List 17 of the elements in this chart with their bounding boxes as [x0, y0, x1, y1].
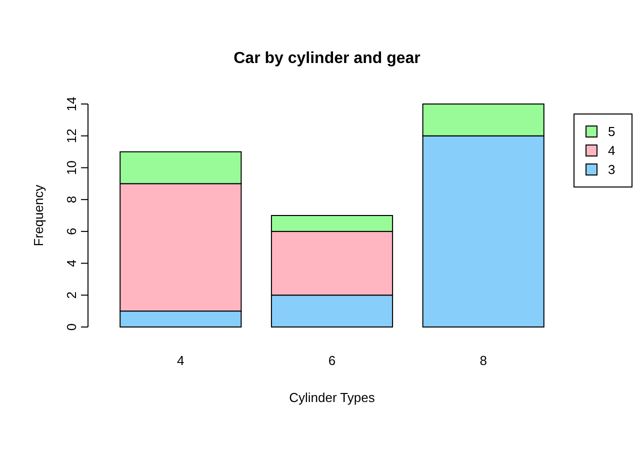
legend-label: 4 — [608, 143, 616, 158]
y-tick-label: 12 — [64, 128, 79, 144]
y-tick-label: 14 — [64, 96, 79, 112]
chart-title: Car by cylinder and gear — [234, 50, 420, 67]
x-tick-label: 6 — [328, 353, 336, 368]
y-tick-label: 2 — [64, 292, 79, 299]
y-tick-label: 8 — [64, 196, 79, 204]
x-tick-label: 8 — [480, 353, 487, 368]
x-tick-label: 4 — [177, 353, 184, 368]
x-axis-title: Cylinder Types — [289, 390, 376, 405]
y-tick-label: 10 — [64, 160, 79, 175]
y-tick-label: 6 — [64, 228, 79, 236]
legend-label: 3 — [608, 162, 616, 177]
y-axis-title: Frequency — [31, 184, 46, 246]
y-tick-label: 4 — [64, 260, 79, 267]
y-tick-label: 0 — [64, 323, 79, 331]
legend-label: 5 — [608, 124, 616, 139]
